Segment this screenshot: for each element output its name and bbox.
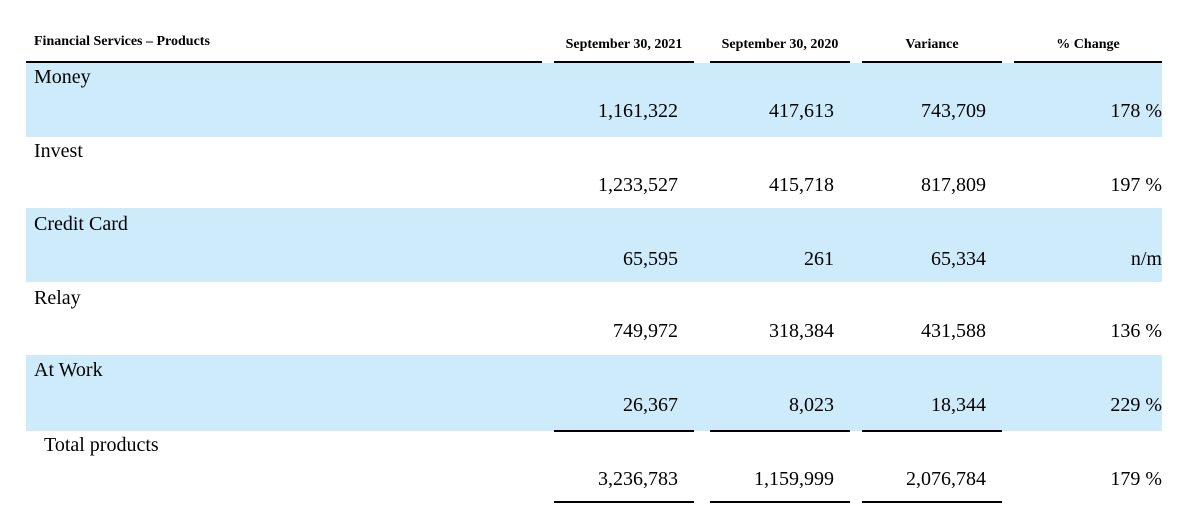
title-underline <box>26 61 542 63</box>
cell-relay-pct: 136 % <box>1110 320 1162 342</box>
cell-money-2021: 1,161,322 <box>598 100 678 122</box>
cell-money-2020: 417,613 <box>769 100 834 122</box>
row-highlight-money <box>26 63 1162 137</box>
column-header-underline <box>710 61 850 63</box>
row-label-invest: Invest <box>34 140 83 162</box>
cell-at-work-2021: 26,367 <box>623 394 678 416</box>
cell-total-2021: 3,236,783 <box>598 468 678 490</box>
cell-total-variance: 2,076,784 <box>906 468 986 490</box>
cell-credit-card-variance: 65,334 <box>931 248 986 270</box>
subtotal-rule <box>554 430 694 432</box>
cell-credit-card-pct: n/m <box>1130 248 1162 270</box>
cell-relay-2020: 318,384 <box>769 320 834 342</box>
cell-credit-card-2021: 65,595 <box>623 248 678 270</box>
row-label-money: Money <box>34 66 91 88</box>
cell-relay-variance: 431,588 <box>921 320 986 342</box>
row-label-relay: Relay <box>34 287 81 309</box>
row-label-credit-card: Credit Card <box>34 213 128 235</box>
column-header-underline <box>1014 61 1162 63</box>
cell-at-work-variance: 18,344 <box>931 394 986 416</box>
cell-invest-pct: 197 % <box>1110 174 1162 196</box>
column-header-underline <box>554 61 694 63</box>
column-header-sep-2020: September 30, 2020 <box>721 37 839 52</box>
subtotal-rule <box>710 430 850 432</box>
cell-invest-2020: 415,718 <box>769 174 834 196</box>
column-header-underline <box>862 61 1002 63</box>
column-header-variance: Variance <box>905 37 959 52</box>
row-label-total: Total products <box>44 434 159 456</box>
cell-at-work-2020: 8,023 <box>789 394 834 416</box>
cell-relay-2021: 749,972 <box>613 320 678 342</box>
row-label-at-work: At Work <box>34 359 103 381</box>
cell-total-2020: 1,159,999 <box>754 468 834 490</box>
total-rule <box>554 501 694 503</box>
cell-at-work-pct: 229 % <box>1110 394 1162 416</box>
row-highlight-at-work <box>26 355 1162 431</box>
cell-credit-card-2020: 261 <box>804 248 834 270</box>
row-highlight-credit-card <box>26 208 1162 282</box>
column-header-pct-change: % Change <box>1056 37 1120 52</box>
total-rule <box>862 501 1002 503</box>
cell-invest-2021: 1,233,527 <box>598 174 678 196</box>
subtotal-rule <box>862 430 1002 432</box>
column-header-sep-2021: September 30, 2021 <box>565 37 683 52</box>
cell-invest-variance: 817,809 <box>921 174 986 196</box>
cell-money-pct: 178 % <box>1110 100 1162 122</box>
total-rule <box>710 501 850 503</box>
table-title: Financial Services – Products <box>34 34 210 49</box>
cell-money-variance: 743,709 <box>921 100 986 122</box>
cell-total-pct: 179 % <box>1110 468 1162 490</box>
